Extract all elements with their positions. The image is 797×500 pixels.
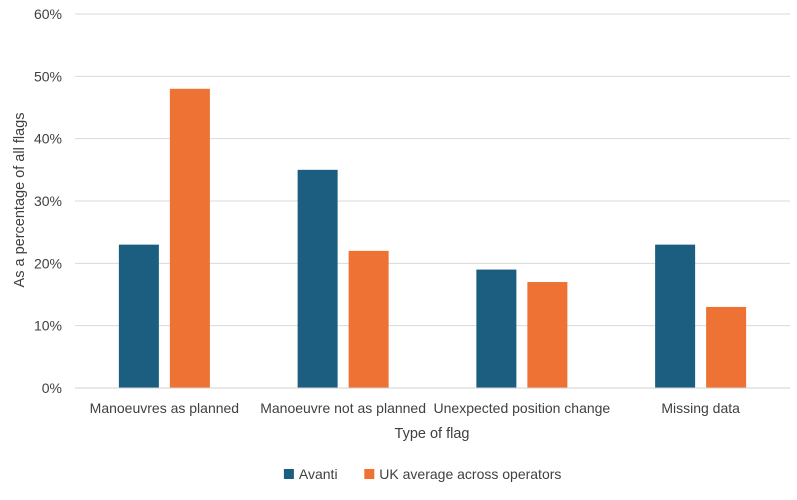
- bar-uk-average-across-operators: [169, 88, 210, 389]
- bar-avanti: [476, 269, 517, 388]
- legend-swatch: [364, 469, 375, 479]
- y-tick-label: 60%: [34, 6, 62, 22]
- bar-uk-average-across-operators: [348, 250, 389, 388]
- y-tick-label: 0%: [42, 380, 62, 396]
- legend-swatch: [283, 469, 294, 479]
- y-axis-title: As a percentage of all flags: [12, 113, 28, 288]
- bars: [118, 88, 747, 389]
- y-tick-label: 20%: [34, 255, 62, 271]
- bar-uk-average-across-operators: [706, 306, 747, 388]
- legend-label: UK average across operators: [379, 466, 561, 482]
- y-tick-label: 30%: [34, 193, 62, 209]
- bar-avanti: [655, 244, 696, 388]
- y-tick-label: 50%: [34, 68, 62, 84]
- x-axis-title: Type of flag: [395, 426, 470, 442]
- legend-label: Avanti: [299, 466, 338, 482]
- y-axis-tick-labels: 0% 10% 20% 30% 40% 50% 60%: [34, 6, 62, 396]
- bar-avanti: [118, 244, 159, 388]
- x-tick-label: Manoeuvre not as planned: [260, 400, 426, 416]
- bar-uk-average-across-operators: [527, 282, 568, 388]
- x-axis-tick-labels: Manoeuvres as planned Manoeuvre not as pl…: [90, 400, 740, 416]
- x-tick-label: Manoeuvres as planned: [90, 400, 239, 416]
- y-tick-label: 40%: [34, 131, 62, 147]
- bar-avanti: [297, 169, 338, 388]
- legend: Avanti UK average across operators: [283, 466, 561, 482]
- y-tick-label: 10%: [34, 318, 62, 334]
- x-tick-label: Missing data: [661, 400, 740, 416]
- x-tick-label: Unexpected position change: [434, 400, 611, 416]
